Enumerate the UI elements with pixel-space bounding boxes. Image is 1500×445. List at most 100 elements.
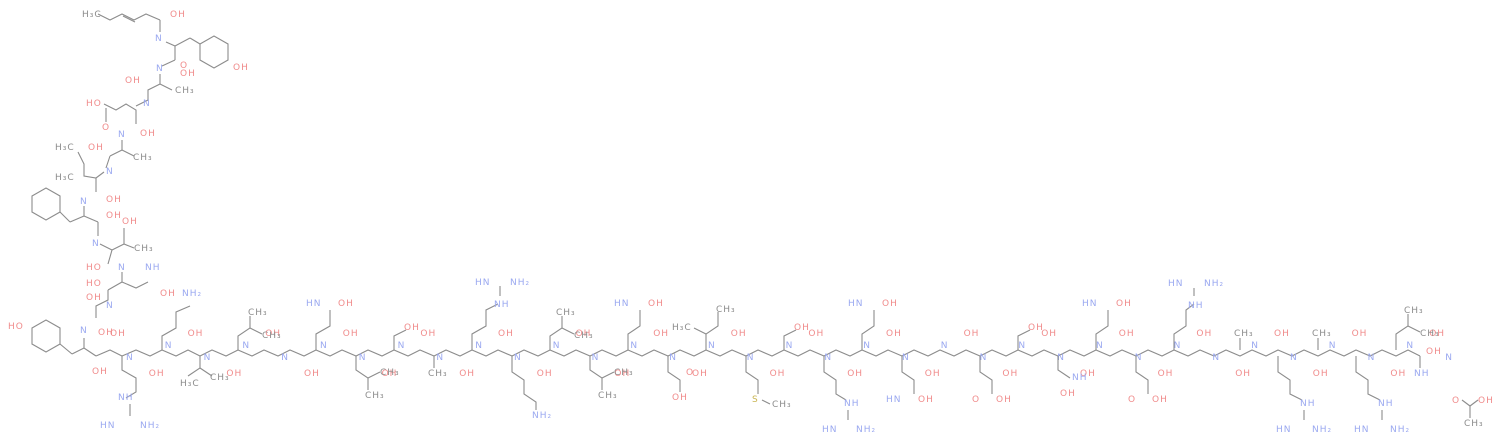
backbone-oh-label: OH	[847, 369, 863, 379]
backbone-n-label: N	[165, 341, 173, 351]
backbone-oh-label: OH	[1158, 369, 1174, 379]
oh-label: OH	[140, 129, 156, 139]
backbone-oh-label: OH	[1352, 329, 1368, 339]
oh-label: OH	[1028, 323, 1044, 333]
backbone-n-label: N	[553, 341, 561, 351]
ch3-label: CH₃	[133, 153, 153, 163]
hn-label: HN	[306, 299, 322, 309]
backbone-oh-label: OH	[498, 329, 514, 339]
ch3-label: CH₃	[365, 391, 385, 401]
o-label: O	[180, 61, 188, 71]
n-label: N	[118, 263, 126, 273]
n-label: N	[156, 64, 164, 74]
o-label: O	[686, 368, 694, 378]
oh-label: OH	[338, 299, 354, 309]
ch3-label: CH₃	[772, 400, 792, 410]
s-label: S	[752, 395, 759, 405]
backbone-oh-label: OH	[614, 369, 630, 379]
backbone-n-label: N	[242, 341, 250, 351]
oh-label: OH	[92, 367, 108, 377]
ch3-label: CH₃	[556, 308, 576, 318]
backbone-n-label: N	[592, 353, 600, 363]
backbone-oh-label: OH	[265, 329, 281, 339]
n-label: N	[106, 167, 114, 177]
n-label: N	[80, 197, 88, 207]
backbone-oh-label: OH	[304, 369, 320, 379]
backbone-oh-label: OH	[1429, 329, 1445, 339]
oh-label: OH	[106, 195, 122, 205]
backbone-oh-label: OH	[1119, 329, 1135, 339]
backbone-n-label: N	[863, 341, 871, 351]
nh2-label: NH₂	[856, 425, 876, 435]
oh-label: OH	[882, 299, 898, 309]
oh-label: OH	[1152, 395, 1168, 405]
c-terminal-oh-label: OH	[1426, 347, 1442, 357]
nh-label: NH	[145, 263, 161, 273]
backbone-n-label: N	[630, 341, 638, 351]
backbone-oh-label: OH	[188, 329, 204, 339]
backbone-n-label: N	[824, 353, 832, 363]
n-label: N	[80, 326, 88, 336]
backbone-n-label: N	[436, 353, 444, 363]
backbone-oh-label: OH	[925, 369, 941, 379]
oh-label: OH	[648, 299, 664, 309]
backbone-n-label: N	[1251, 341, 1259, 351]
backbone-oh-label: OH	[964, 329, 980, 339]
backbone-oh-label: OH	[731, 329, 747, 339]
h3c-label: H₃C	[82, 10, 102, 20]
backbone-labels: OH N OH N OH N OH N OH N OH N OH N OH N OH N OH N OH N OH N OH N O…	[110, 329, 1452, 379]
ho-label: HO	[8, 322, 24, 332]
o-label: O	[102, 123, 110, 133]
oh-label: OH	[672, 393, 688, 403]
backbone-n-label: N	[708, 341, 716, 351]
nh2-label: NH₂	[1204, 279, 1224, 289]
backbone-oh-label: OH	[537, 369, 553, 379]
backbone-oh-label: OH	[226, 369, 242, 379]
nh2-label: NH₂	[1390, 425, 1410, 435]
h3c-label: H₃C	[180, 379, 200, 389]
o-label: O	[972, 395, 980, 405]
ch3-label: CH₃	[1404, 306, 1424, 316]
backbone-oh-label: OH	[343, 329, 359, 339]
ho-label: HO	[86, 99, 102, 109]
ch3-label: CH₃	[262, 331, 282, 341]
o-label: O	[1452, 396, 1460, 406]
backbone-oh-label: OH	[576, 329, 592, 339]
ch3-label: CH₃	[1464, 419, 1484, 429]
hn-label: HN	[886, 395, 902, 405]
acetic-acid: O OH CH₃	[1452, 396, 1493, 429]
oh-label: OH	[996, 395, 1012, 405]
backbone-n-label: N	[126, 353, 134, 363]
ch3-label: CH₃	[380, 368, 400, 378]
h3c-label: H₃C	[672, 323, 692, 333]
n-label: N	[106, 301, 114, 311]
backbone-oh-label: OH	[1196, 329, 1212, 339]
side-chains: NH HN NH₂ NH₂ H₃C CH₃ CH₃ CH₃ HN OH CH₃ …	[100, 278, 1442, 435]
backbone-n-label: N	[1057, 353, 1065, 363]
backbone-n-label: N	[941, 341, 949, 351]
backbone-n-label: N	[1212, 353, 1220, 363]
nh2-label: NH₂	[182, 289, 202, 299]
backbone-n-label: N	[1290, 353, 1298, 363]
hn-label: HN	[614, 299, 630, 309]
nh2-label: NH₂	[510, 278, 530, 288]
nh-label: NH	[844, 399, 860, 409]
hn-label: HN	[1168, 279, 1184, 289]
backbone-oh-label: OH	[770, 369, 786, 379]
backbone-oh-label: OH	[808, 329, 824, 339]
n-label: N	[118, 130, 126, 140]
backbone-oh-label: OH	[886, 329, 902, 339]
backbone-n-label: N	[1329, 341, 1337, 351]
backbone-oh-label: OH	[1313, 369, 1329, 379]
ho-label: HO	[86, 263, 102, 273]
ch3-label: CH₃	[614, 368, 634, 378]
oh-label: OH	[404, 323, 420, 333]
tyr-oh-label: OH	[233, 63, 249, 73]
backbone-n-label: N	[1368, 353, 1376, 363]
nh2-label: NH₂	[1312, 425, 1332, 435]
nh-label: NH	[1300, 399, 1316, 409]
n-label: N	[92, 239, 100, 249]
backbone-oh-label: OH	[459, 369, 475, 379]
nh-label: NH	[118, 393, 134, 403]
oh-label: OH	[180, 69, 196, 79]
